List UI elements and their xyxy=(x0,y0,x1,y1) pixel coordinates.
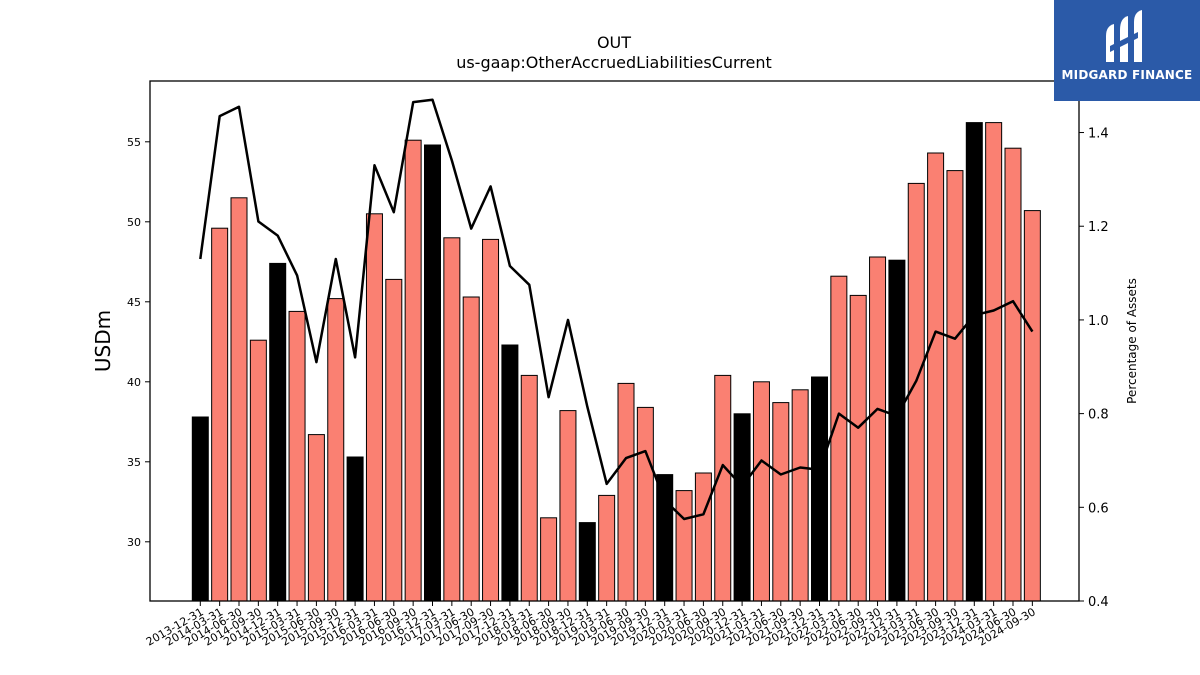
brand-logo: MIDGARD FINANCE xyxy=(1054,0,1200,101)
y-axis-label: USDm xyxy=(91,310,115,372)
y-tick-label: 35 xyxy=(127,456,141,469)
bar-2023-06-30 xyxy=(927,152,945,602)
bar-2018-09-30 xyxy=(559,410,577,602)
bar-2022-06-30 xyxy=(849,294,867,602)
right-axis: 0.4 0.6 0.8 1.0 1.2 1.4 xyxy=(1079,127,1109,610)
x-axis: 2013-12-312014-03-312014-06-302014-09-30… xyxy=(144,601,1038,649)
chart-subtitle: us-gaap:OtherAccruedLiabilitiesCurrent xyxy=(456,53,772,72)
bar-2019-09-30 xyxy=(636,406,654,602)
bar-2014-12-31 xyxy=(269,262,287,602)
bar-2021-03-31 xyxy=(752,381,770,602)
bar-2017-12-31 xyxy=(501,344,519,602)
y-right-tick-label: 1.0 xyxy=(1088,314,1109,329)
bar-2020-03-31 xyxy=(675,490,693,602)
bar-2017-03-31 xyxy=(443,237,461,602)
y-right-tick-label: 1.2 xyxy=(1088,220,1109,235)
y-tick-label: 45 xyxy=(127,296,141,309)
bar-series xyxy=(191,122,1041,602)
bar-2019-03-31 xyxy=(598,494,616,602)
bar-2019-12-31 xyxy=(656,474,674,602)
bar-2015-12-31 xyxy=(346,456,364,602)
logo-icon xyxy=(1106,10,1142,62)
bar-2020-09-30 xyxy=(714,374,732,602)
bar-2017-06-30 xyxy=(462,296,480,602)
y-right-tick-label: 0.4 xyxy=(1088,595,1109,610)
bar-2015-03-31 xyxy=(288,310,306,602)
bar-2023-09-30 xyxy=(946,170,964,602)
bar-2024-09-30 xyxy=(1023,210,1041,602)
bar-2018-03-31 xyxy=(520,374,538,602)
bar-2018-12-31 xyxy=(578,522,596,602)
bar-2014-03-31 xyxy=(211,227,229,602)
bar-2015-06-30 xyxy=(307,434,325,602)
bar-2020-06-30 xyxy=(694,472,712,602)
bar-2016-06-30 xyxy=(385,278,403,602)
logo-text: MIDGARD FINANCE xyxy=(1061,68,1193,82)
bar-2015-09-30 xyxy=(327,298,345,602)
y-tick-label: 30 xyxy=(127,536,141,549)
left-axis: 30 35 40 45 50 55 xyxy=(127,136,150,549)
bar-2022-12-31 xyxy=(888,259,906,602)
bar-2022-03-31 xyxy=(830,275,848,602)
bar-2018-06-30 xyxy=(540,517,558,602)
chart-title: OUT xyxy=(597,33,631,52)
percentage-line xyxy=(199,98,1034,521)
y-right-tick-label: 0.8 xyxy=(1088,408,1109,423)
bar-2016-09-30 xyxy=(404,139,422,602)
y-tick-label: 40 xyxy=(127,376,141,389)
bar-2021-09-30 xyxy=(791,389,809,602)
bar-2017-09-30 xyxy=(482,238,500,602)
y-tick-label: 50 xyxy=(127,216,141,229)
bar-2014-09-30 xyxy=(249,339,267,602)
bar-2016-03-31 xyxy=(365,213,383,602)
bar-2016-12-31 xyxy=(424,144,441,602)
bar-2014-06-30 xyxy=(230,197,248,602)
bar-2024-06-30 xyxy=(1004,147,1022,602)
bar-2020-12-31 xyxy=(733,413,751,602)
bar-2022-09-30 xyxy=(869,256,887,602)
bar-2021-06-30 xyxy=(772,402,790,602)
bar-2021-12-31 xyxy=(811,376,828,602)
bar-2019-06-30 xyxy=(617,382,635,602)
y-right-tick-label: 0.6 xyxy=(1088,501,1109,516)
plot-frame xyxy=(149,80,1080,602)
bar-2024-03-31 xyxy=(985,122,1003,602)
y-tick-label: 55 xyxy=(127,136,141,149)
bar-2023-12-31 xyxy=(965,122,983,602)
y-right-tick-label: 1.4 xyxy=(1088,127,1109,142)
bar-2013-12-31 xyxy=(191,416,209,602)
y-axis-right-label: Percentage of Assets xyxy=(1125,278,1139,404)
